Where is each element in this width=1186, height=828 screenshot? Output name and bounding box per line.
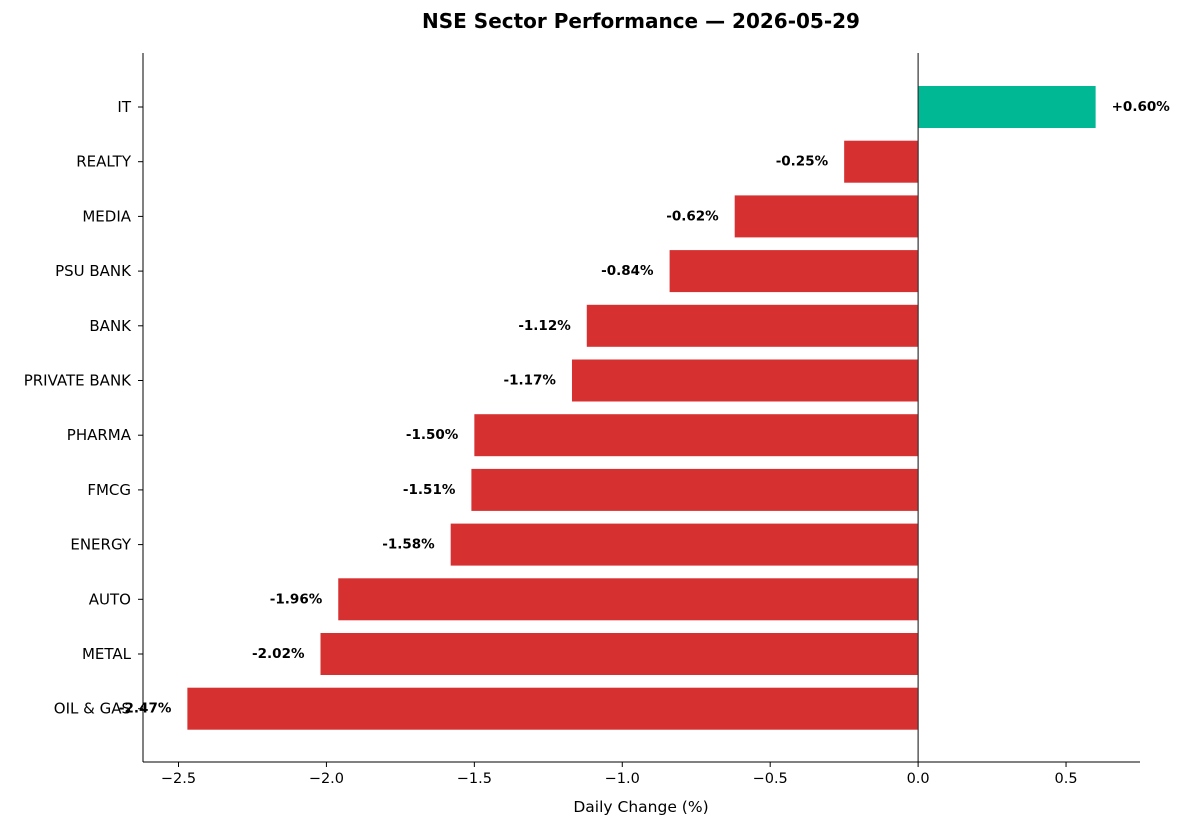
bar (338, 578, 919, 621)
y-tick-label: PHARMA (67, 426, 132, 444)
x-tick-label: 0.5 (1055, 771, 1078, 787)
data-label: -0.84% (601, 263, 654, 279)
data-label: -1.58% (382, 537, 435, 553)
data-labels-layer: +0.60% -0.25% -0.62% -0.84% -1.12% -1.17% -1.5… (119, 99, 1170, 717)
x-axis-label: Daily Change (%) (573, 798, 708, 816)
x-tick-label: −2.5 (161, 771, 196, 787)
bar (320, 633, 919, 675)
data-label: -2.02% (252, 646, 305, 662)
y-tick-label: REALTY (76, 153, 132, 171)
data-label: -1.17% (504, 373, 557, 389)
bar (918, 86, 1096, 128)
y-tick-label: IT (117, 98, 131, 116)
bar (586, 304, 919, 347)
x-tick-label: −1.0 (605, 771, 640, 787)
data-label: -1.50% (406, 427, 459, 443)
y-tick-label: ENERGY (70, 536, 131, 554)
x-tick-label: 0.0 (907, 771, 930, 787)
data-label: -1.12% (518, 318, 571, 334)
y-tick-label: METAL (82, 645, 132, 663)
x-tick-label: −1.5 (457, 771, 492, 787)
axes-layer: IT REALTY MEDIA PSU BANK BANK PRIVATE BANK PHA… (24, 53, 1140, 787)
data-label: -1.96% (270, 591, 323, 607)
data-label: -1.51% (403, 482, 456, 498)
bar (450, 523, 919, 566)
y-tick-label: BANK (89, 317, 132, 335)
bar (471, 468, 919, 511)
data-label: -0.62% (666, 208, 719, 224)
data-label: -2.47% (119, 701, 172, 717)
bars-layer (187, 86, 1096, 730)
data-label: +0.60% (1112, 99, 1171, 115)
bar (734, 195, 919, 238)
bar (844, 140, 919, 183)
y-tick-label: PRIVATE BANK (24, 372, 132, 390)
y-tick-label: OIL & GAS (54, 700, 131, 718)
bar (474, 414, 919, 457)
y-tick-label: FMCG (87, 481, 131, 499)
data-label: -0.25% (776, 154, 829, 170)
y-tick-label: MEDIA (82, 207, 131, 225)
bar (669, 250, 919, 293)
x-tick-label: −0.5 (753, 771, 788, 787)
y-tick-label: PSU BANK (55, 262, 132, 280)
x-tick-label: −2.0 (309, 771, 344, 787)
y-tick-label: AUTO (89, 590, 131, 608)
chart-title: NSE Sector Performance — 2026-05-29 (422, 9, 860, 33)
bar (571, 359, 919, 402)
bar (187, 687, 919, 730)
